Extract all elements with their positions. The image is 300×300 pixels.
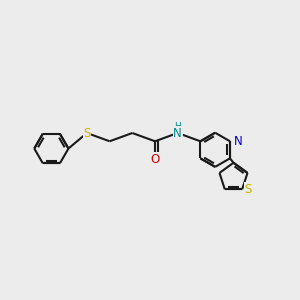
Text: N: N — [173, 127, 182, 140]
Text: S: S — [244, 183, 252, 196]
Text: H: H — [174, 122, 181, 131]
Text: N: N — [233, 135, 242, 148]
Text: O: O — [150, 153, 160, 166]
Text: S: S — [83, 127, 91, 140]
